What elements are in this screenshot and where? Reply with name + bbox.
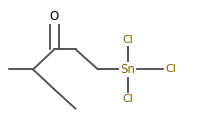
Text: Cl: Cl xyxy=(122,94,133,104)
Text: Cl: Cl xyxy=(122,35,133,45)
Text: Sn: Sn xyxy=(120,63,135,76)
Text: Cl: Cl xyxy=(165,64,176,74)
Text: O: O xyxy=(50,10,59,23)
